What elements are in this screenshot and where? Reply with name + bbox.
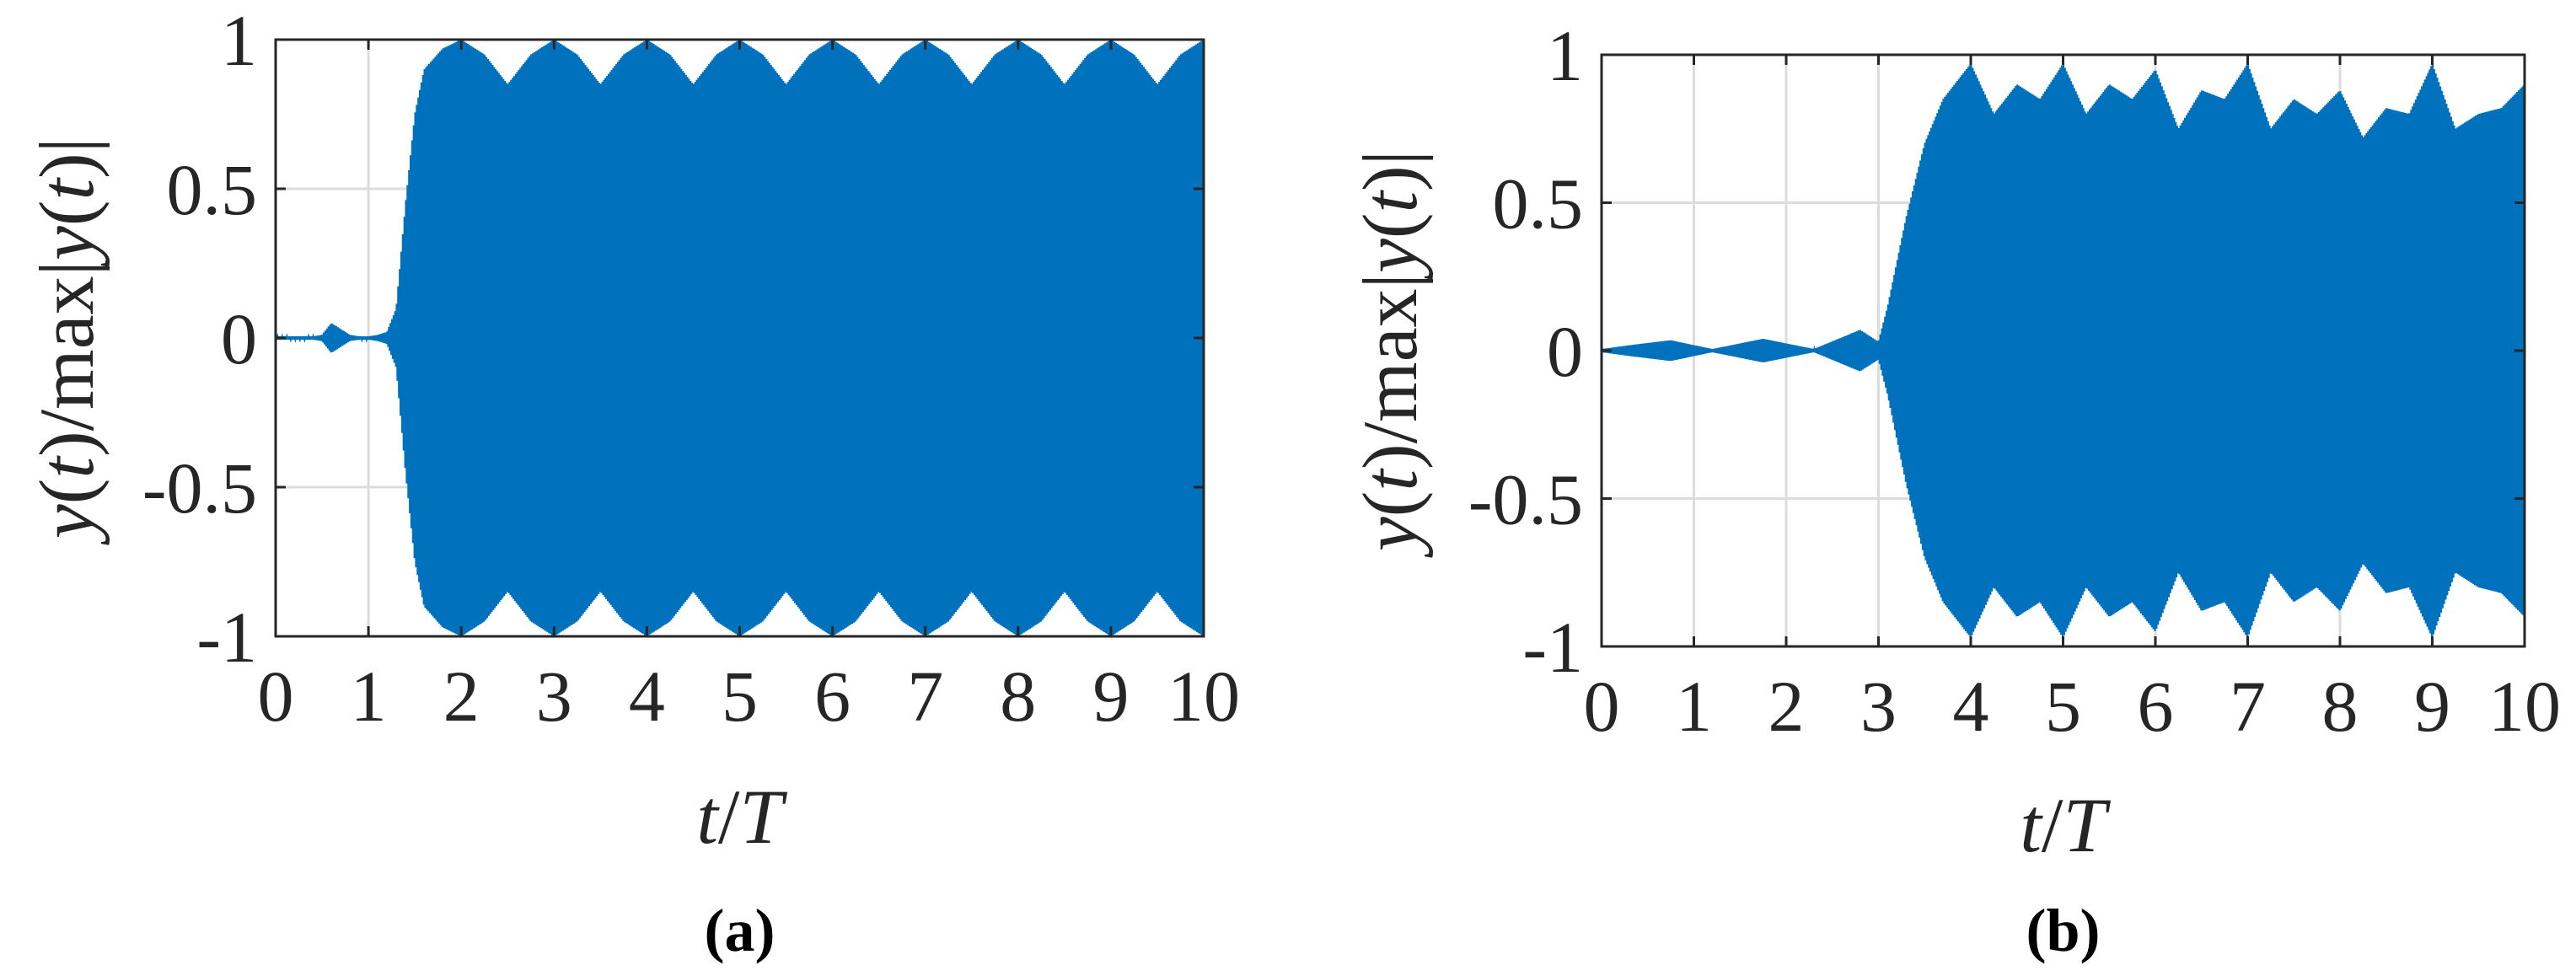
y-tick-label: -0.5: [1468, 459, 1583, 540]
y-tick-label: 0.5: [167, 149, 258, 230]
x-tick-label: 3: [1860, 666, 1897, 747]
x-tick-label: 2: [1768, 666, 1805, 747]
y-axis-label: y(t)/max|y(t)|: [1347, 150, 1433, 558]
x-tick-label: 10: [2488, 666, 2561, 747]
x-tick-label: 7: [907, 656, 943, 737]
series-line-0: [1600, 64, 2526, 637]
x-tick-label: 6: [814, 656, 851, 737]
series-line-0: [274, 40, 1205, 636]
x-tick-label: 9: [2414, 666, 2450, 747]
x-tick-label: 5: [2045, 666, 2081, 747]
panel-label: (a): [705, 897, 775, 964]
x-tick-label: 0: [1584, 666, 1620, 747]
x-tick-label: 2: [443, 656, 480, 737]
x-tick-label: 1: [351, 656, 387, 737]
y-tick-label: 0.5: [1493, 164, 1584, 244]
y-tick-label: 1: [221, 0, 257, 81]
x-tick-label: 10: [1167, 656, 1240, 737]
x-tick-label: 9: [1092, 656, 1129, 737]
panel-b: 0 1 2 3 4 5 6 7 8 9 10-1-0.500.51t/Ty(t)/max|y(t)|…: [1347, 15, 2561, 964]
y-tick-label: 0: [221, 298, 257, 379]
y-tick-label: 1: [1547, 15, 1583, 96]
x-tick-label: 8: [2322, 666, 2359, 747]
y-tick-label: -1: [196, 597, 257, 678]
x-tick-label: 4: [629, 656, 665, 737]
y-axis-label: y(t)/max|y(t)|: [24, 137, 110, 545]
x-tick-label: 6: [2138, 666, 2174, 747]
y-tick-label: -0.5: [142, 448, 257, 528]
x-tick-label: 7: [2230, 666, 2266, 747]
x-tick-label: 4: [1953, 666, 1989, 747]
panel-label: (b): [2026, 897, 2101, 964]
y-tick-label: -1: [1522, 607, 1583, 688]
panel-a: 0 1 2 3 4 5 6 7 8 9 10-1-0.500.51t/Ty(t)/max|y(t)|…: [24, 0, 1240, 964]
x-tick-label: 0: [258, 656, 294, 737]
y-tick-label: 0: [1547, 311, 1583, 392]
x-axis-label: t/T: [2020, 782, 2111, 868]
x-axis-label: t/T: [696, 774, 787, 860]
x-tick-label: 1: [1676, 666, 1712, 747]
x-tick-label: 3: [536, 656, 572, 737]
x-tick-label: 5: [722, 656, 758, 737]
x-tick-label: 8: [1000, 656, 1036, 737]
